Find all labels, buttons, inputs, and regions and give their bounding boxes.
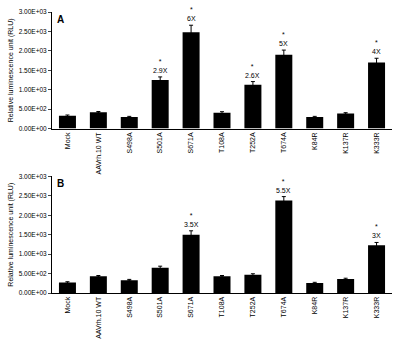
svg-text:S501A: S501A [156,296,163,317]
svg-text:S498A: S498A [126,132,133,153]
svg-text:Relative luminescence unit (RL: Relative luminescence unit (RLU) [7,183,15,287]
svg-text:B: B [57,178,64,189]
svg-text:2.50E+03: 2.50E+03 [19,192,47,199]
svg-text:1.00E+03: 1.00E+03 [19,250,47,257]
svg-text:*6X: *6X [187,6,196,22]
svg-text:1.50E+03: 1.50E+03 [19,231,47,238]
svg-text:K137R: K137R [342,132,349,153]
svg-text:1.00E+03: 1.00E+03 [19,86,47,93]
svg-text:0.00E+00: 0.00E+00 [19,125,47,132]
svg-text:A: A [57,14,64,25]
svg-text:0.00E+00: 0.00E+00 [19,289,47,296]
svg-text:*3.5X: *3.5X [184,212,199,228]
svg-text:AAVrh.10 WT: AAVrh.10 WT [95,296,102,339]
svg-text:*2.9X: *2.9X [153,58,168,74]
svg-text:2.00E+03: 2.00E+03 [19,47,47,54]
svg-text:1.50E+03: 1.50E+03 [19,67,47,74]
svg-text:3.00E+03: 3.00E+03 [19,8,47,15]
svg-text:T674A: T674A [280,132,287,153]
svg-text:5.00E+02: 5.00E+02 [19,105,47,112]
svg-text:*4X: *4X [372,39,381,55]
svg-text:*3X: *3X [372,223,381,239]
svg-text:Relative luminescence unit (RL: Relative luminescence unit (RLU) [7,18,15,122]
svg-text:S501A: S501A [156,132,163,153]
svg-text:AAVrh.10 WT: AAVrh.10 WT [95,132,102,175]
svg-text:K84R: K84R [311,132,318,150]
svg-text:K333R: K333R [373,297,380,318]
svg-text:2.00E+03: 2.00E+03 [19,212,47,219]
svg-text:T108A: T108A [218,132,225,153]
svg-text:K84R: K84R [311,297,318,315]
svg-text:K137R: K137R [342,297,349,318]
svg-text:T252A: T252A [249,296,256,317]
svg-text:*5X: *5X [279,31,288,47]
svg-text:*5.5X: *5.5X [276,178,291,194]
svg-text:Mock: Mock [64,296,71,313]
svg-text:T108A: T108A [218,296,225,317]
svg-text:2.50E+03: 2.50E+03 [19,28,47,35]
svg-text:*2.6X: *2.6X [245,63,260,79]
svg-text:K333R: K333R [373,132,380,153]
svg-text:T252A: T252A [249,132,256,153]
svg-text:5.00E+02: 5.00E+02 [19,270,47,277]
svg-text:S671A: S671A [187,132,194,153]
svg-text:S498A: S498A [126,296,133,317]
svg-text:Mock: Mock [64,132,71,149]
svg-text:3.00E+03: 3.00E+03 [19,173,47,180]
svg-text:T674A: T674A [280,296,287,317]
svg-text:S671A: S671A [187,296,194,317]
